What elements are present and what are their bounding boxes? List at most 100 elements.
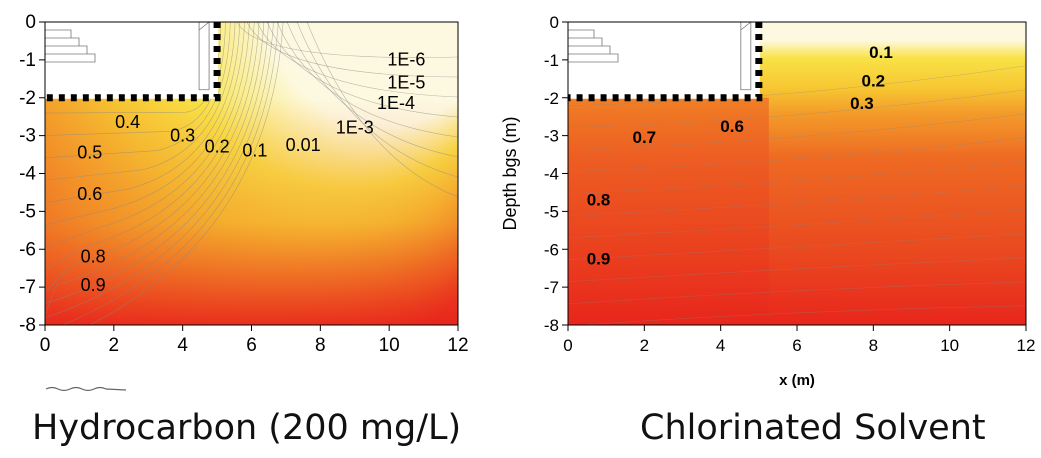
contour-value-label: 0.8 [587, 191, 611, 210]
y-tick-label: -7 [544, 278, 559, 297]
contour-value-label: 0.6 [77, 184, 102, 204]
contour-value-label: 0.8 [81, 247, 106, 267]
x-tick-label: 8 [869, 336, 878, 355]
x-axis-label: x (m) [779, 372, 815, 389]
contour-line [61, 22, 279, 325]
contour-value-label: 1E-4 [377, 93, 415, 113]
contour-line [568, 257, 1026, 282]
x-tick-label: 6 [246, 335, 257, 356]
concentration-field [45, 22, 458, 325]
contour-value-label: 0.3 [170, 125, 195, 145]
x-tick-label: 0 [563, 336, 572, 355]
y-tick-label: -4 [19, 164, 36, 185]
contour-value-label: 0.2 [862, 71, 886, 90]
x-tick-label: 10 [379, 335, 400, 356]
y-tick-label: -3 [19, 126, 36, 147]
contour-line [246, 22, 458, 78]
contour-value-label: 0.5 [77, 142, 102, 162]
contour-value-label: 1E-5 [387, 72, 425, 92]
y-tick-label: -5 [19, 201, 36, 222]
x-tick-label: 2 [109, 335, 120, 356]
basement-wall-hatch [568, 22, 763, 102]
y-tick-label: -8 [19, 315, 36, 336]
contour-line [568, 113, 1026, 150]
contour-line [256, 22, 458, 98]
contour-line [45, 22, 241, 203]
y-tick-label: -1 [544, 51, 559, 70]
y-tick-label: -7 [19, 277, 36, 298]
contour-line [45, 22, 265, 315]
contour-value-label: 0.1 [242, 140, 267, 160]
y-tick-label: -2 [19, 88, 36, 109]
contour-line [306, 22, 458, 198]
x-tick-label: 4 [716, 336, 725, 355]
y-tick-label: -8 [544, 316, 559, 335]
basement-interior-lines [198, 21, 210, 91]
y-tick-label: -2 [544, 89, 559, 108]
contour-line [45, 22, 250, 248]
contour-line [45, 22, 236, 181]
depth-shading [568, 97, 769, 325]
contour-line [286, 22, 458, 158]
chart-panel-2: 0 2 4 6 8 10 12 0 -1 -2 -3 -4 -5 -6 -7 -8 x (m) Depth bgs… [500, 13, 1035, 389]
y-tick-label: -1 [19, 50, 36, 71]
y-tick-label: 0 [550, 13, 559, 32]
basement [568, 22, 759, 98]
contour-value-label: 1E-3 [336, 118, 374, 138]
basement [45, 22, 218, 98]
y-axis-label: Depth bgs (m) [500, 116, 520, 230]
x-tick-label: 12 [447, 335, 468, 356]
contour-value-label: 0.3 [850, 94, 874, 113]
contour-value-label: 0.9 [81, 275, 106, 295]
y-tick-label: -5 [544, 202, 559, 221]
basement-stairs [45, 29, 96, 63]
contour-line [568, 209, 1026, 238]
depth-shading [45, 97, 458, 325]
caption-hydrocarbon: Hydrocarbon (200 mg/L) [32, 408, 462, 448]
caption-chlorinated-solvent: Chlorinated Solvent [640, 408, 986, 448]
contour-line [236, 22, 458, 58]
basement-wall-hatch [45, 22, 221, 102]
contour-value-label: 0.9 [587, 249, 611, 268]
contour-value-label: 0.2 [205, 137, 230, 157]
contour-value-label: 0.1 [869, 43, 893, 62]
contour-line [276, 22, 458, 138]
contour-line [568, 161, 1026, 194]
concentration-field [568, 22, 1026, 325]
decorative-squiggle [45, 386, 127, 392]
contour-line [45, 22, 255, 271]
contour-line [45, 22, 245, 226]
basement-wall-hatch-light [45, 22, 219, 99]
contour-line [568, 281, 1026, 304]
y-tick-label: -3 [544, 127, 559, 146]
x-tick-label: 6 [792, 336, 801, 355]
contour-line [568, 137, 1026, 172]
contour-value-label: 0.6 [720, 117, 744, 136]
contour-line [45, 22, 260, 293]
x-tick-label: 12 [1017, 336, 1036, 355]
contour-line [266, 22, 458, 118]
contour-value-label: 0.01 [286, 135, 321, 155]
contour-line [568, 89, 1026, 128]
contour-line [568, 185, 1026, 216]
contour-line [575, 305, 1026, 325]
chart-panel-1: 0 2 4 6 8 10 12 0 -1 -2 -3 -4 -5 -6 -7 -8 1E-61E-51E-41E… [19, 12, 468, 356]
x-tick-label: 10 [940, 336, 959, 355]
contour-line [45, 22, 231, 159]
contour-line [568, 233, 1026, 260]
contour-value-label: 1E-6 [387, 50, 425, 70]
contour-line [89, 22, 284, 325]
y-tick-label: -6 [19, 239, 36, 260]
y-tick-label: 0 [25, 12, 36, 33]
x-tick-label: 8 [315, 335, 326, 356]
x-tick-label: 4 [177, 335, 188, 356]
contour-line [45, 22, 226, 136]
contour-value-label: 0.4 [115, 112, 140, 132]
basement-stairs [568, 29, 619, 63]
basement-interior-lines [740, 21, 752, 91]
y-tick-label: -4 [544, 165, 559, 184]
x-tick-label: 0 [40, 335, 51, 356]
contour-value-label: 0.7 [633, 128, 657, 147]
